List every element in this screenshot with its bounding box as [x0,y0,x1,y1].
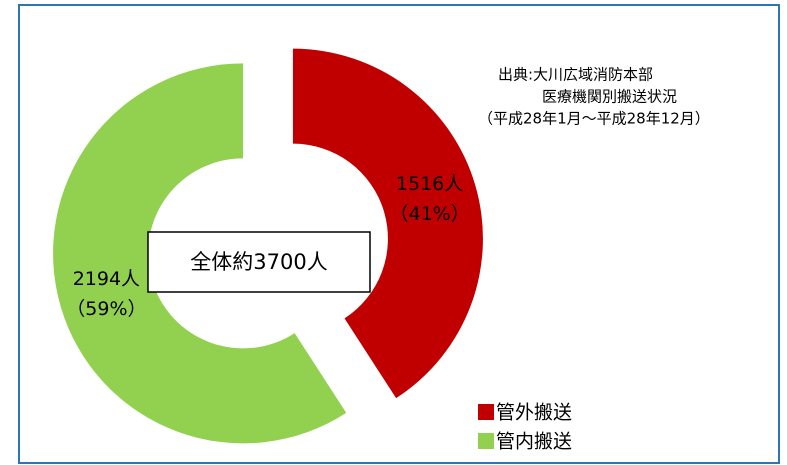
legend-label: 管外搬送 [496,402,572,424]
data-label: 2194人 [73,268,140,290]
data-label: 1516人 [396,173,463,195]
center-label: 全体約3700人 [190,250,327,274]
legend-swatch [478,404,494,420]
legend-swatch [478,433,494,449]
donut-segment [53,63,347,444]
legend-label: 管内搬送 [496,431,572,453]
source-line: （平成28年1月～平成28年12月） [478,110,710,128]
center-box [147,231,371,293]
source-line: 出典:大川広域消防本部 [498,66,653,84]
donut-segment [292,48,483,399]
source-line: 医療機関別搬送状況 [542,88,677,106]
data-label: （59%） [66,298,146,320]
data-label: （41%） [389,203,469,225]
